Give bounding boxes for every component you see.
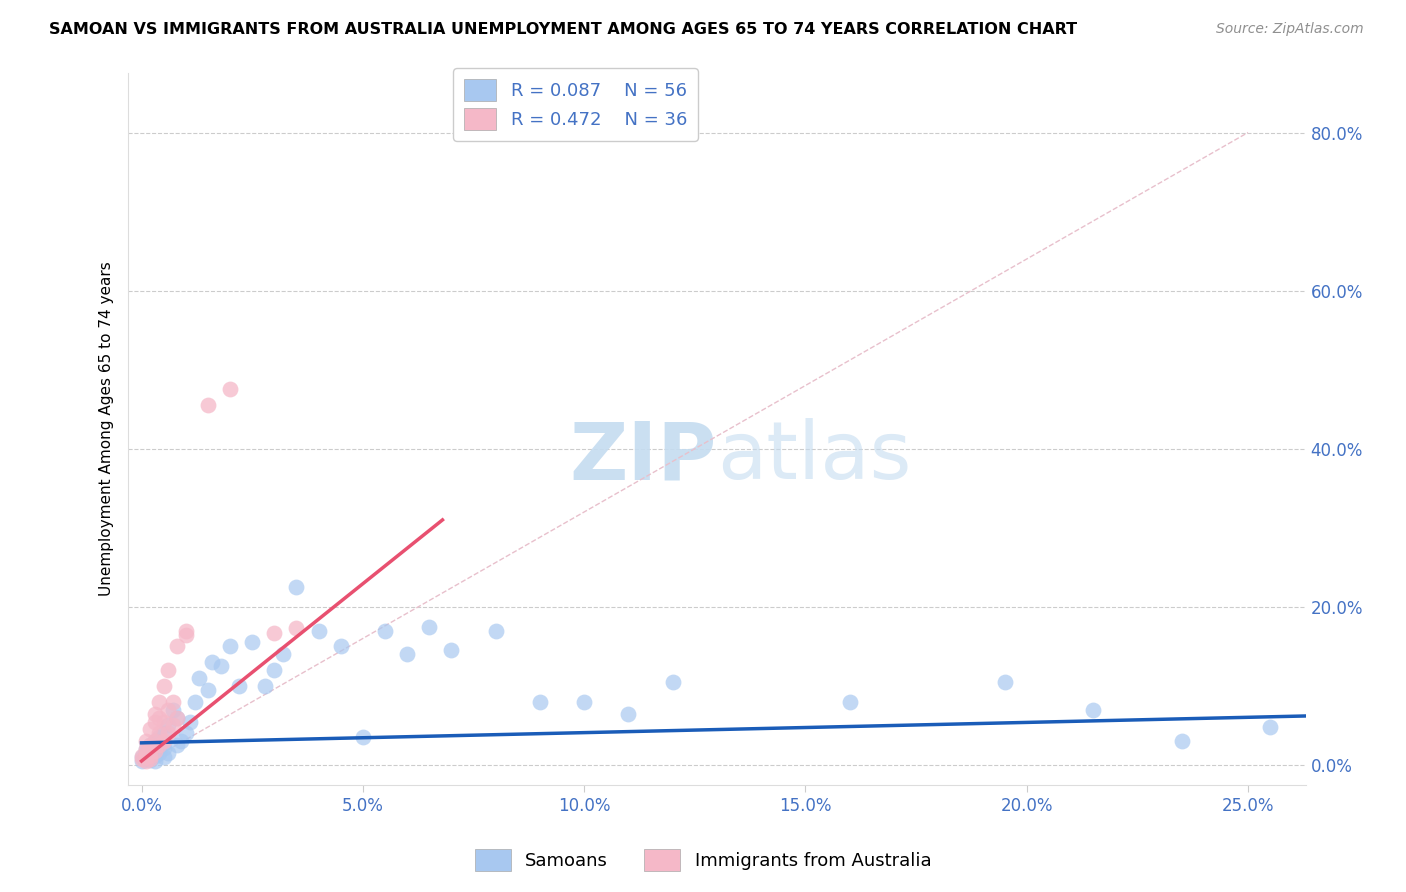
Point bbox=[166, 640, 188, 654]
Point bbox=[617, 706, 640, 721]
Point bbox=[1258, 720, 1281, 734]
Point bbox=[152, 750, 174, 764]
Point bbox=[219, 383, 242, 397]
Point bbox=[139, 738, 162, 752]
Point bbox=[285, 580, 308, 594]
Point bbox=[838, 695, 860, 709]
Point bbox=[152, 734, 174, 748]
Point bbox=[1081, 703, 1104, 717]
Point bbox=[148, 746, 170, 760]
Point bbox=[263, 626, 285, 640]
Point bbox=[166, 710, 188, 724]
Point bbox=[572, 695, 595, 709]
Point bbox=[152, 740, 174, 755]
Point bbox=[148, 695, 170, 709]
Point bbox=[240, 635, 263, 649]
Point bbox=[139, 742, 162, 756]
Legend: Samoans, Immigrants from Australia: Samoans, Immigrants from Australia bbox=[467, 842, 939, 879]
Point bbox=[209, 659, 232, 673]
Point bbox=[285, 621, 308, 635]
Y-axis label: Unemployment Among Ages 65 to 74 years: Unemployment Among Ages 65 to 74 years bbox=[100, 261, 114, 597]
Point bbox=[143, 742, 166, 756]
Point bbox=[135, 734, 157, 748]
Point bbox=[157, 746, 180, 760]
Point bbox=[166, 710, 188, 724]
Text: Source: ZipAtlas.com: Source: ZipAtlas.com bbox=[1216, 22, 1364, 37]
Point bbox=[157, 726, 180, 740]
Point bbox=[352, 731, 374, 745]
Point bbox=[228, 679, 250, 693]
Point bbox=[131, 752, 153, 766]
Point bbox=[484, 624, 506, 638]
Point bbox=[139, 723, 162, 737]
Point bbox=[143, 734, 166, 748]
Point bbox=[188, 671, 211, 685]
Point bbox=[135, 752, 157, 766]
Point bbox=[166, 738, 188, 752]
Point bbox=[139, 738, 162, 752]
Point bbox=[418, 620, 440, 634]
Text: ZIP: ZIP bbox=[569, 418, 717, 497]
Point bbox=[157, 663, 180, 677]
Point bbox=[135, 742, 157, 756]
Point bbox=[1170, 734, 1192, 748]
Legend: R = 0.087    N = 56, R = 0.472    N = 36: R = 0.087 N = 56, R = 0.472 N = 36 bbox=[453, 68, 699, 141]
Point bbox=[263, 663, 285, 677]
Point bbox=[179, 714, 201, 729]
Point bbox=[148, 738, 170, 752]
Text: atlas: atlas bbox=[717, 418, 911, 497]
Point bbox=[219, 640, 242, 654]
Point bbox=[174, 627, 197, 641]
Point bbox=[143, 714, 166, 729]
Point bbox=[174, 726, 197, 740]
Point bbox=[661, 675, 683, 690]
Point bbox=[139, 750, 162, 764]
Point bbox=[201, 655, 224, 669]
Point bbox=[157, 703, 180, 717]
Point bbox=[135, 750, 157, 764]
Point bbox=[529, 695, 551, 709]
Point bbox=[197, 682, 219, 697]
Point bbox=[329, 640, 352, 654]
Point bbox=[148, 731, 170, 745]
Point bbox=[162, 703, 184, 717]
Point bbox=[143, 734, 166, 748]
Text: SAMOAN VS IMMIGRANTS FROM AUSTRALIA UNEMPLOYMENT AMONG AGES 65 TO 74 YEARS CORRE: SAMOAN VS IMMIGRANTS FROM AUSTRALIA UNEM… bbox=[49, 22, 1077, 37]
Point bbox=[131, 750, 153, 764]
Point bbox=[162, 718, 184, 732]
Point bbox=[131, 754, 153, 768]
Point bbox=[143, 706, 166, 721]
Point bbox=[139, 744, 162, 758]
Point bbox=[170, 734, 193, 748]
Point bbox=[396, 648, 419, 662]
Point bbox=[135, 746, 157, 760]
Point bbox=[139, 753, 162, 767]
Point bbox=[131, 748, 153, 763]
Point bbox=[183, 695, 205, 709]
Point bbox=[197, 398, 219, 412]
Point bbox=[152, 714, 174, 729]
Point bbox=[152, 679, 174, 693]
Point bbox=[374, 624, 396, 638]
Point bbox=[148, 710, 170, 724]
Point bbox=[440, 643, 463, 657]
Point bbox=[174, 624, 197, 638]
Point bbox=[139, 748, 162, 763]
Point bbox=[308, 624, 330, 638]
Point bbox=[143, 748, 166, 763]
Point bbox=[148, 726, 170, 740]
Point bbox=[143, 754, 166, 768]
Point bbox=[162, 695, 184, 709]
Point bbox=[157, 718, 180, 732]
Point bbox=[143, 744, 166, 758]
Point bbox=[993, 675, 1015, 690]
Point bbox=[135, 754, 157, 768]
Point bbox=[148, 738, 170, 752]
Point bbox=[135, 746, 157, 760]
Point bbox=[135, 742, 157, 756]
Point bbox=[254, 679, 277, 693]
Point bbox=[271, 648, 294, 662]
Point bbox=[152, 726, 174, 740]
Point bbox=[139, 752, 162, 766]
